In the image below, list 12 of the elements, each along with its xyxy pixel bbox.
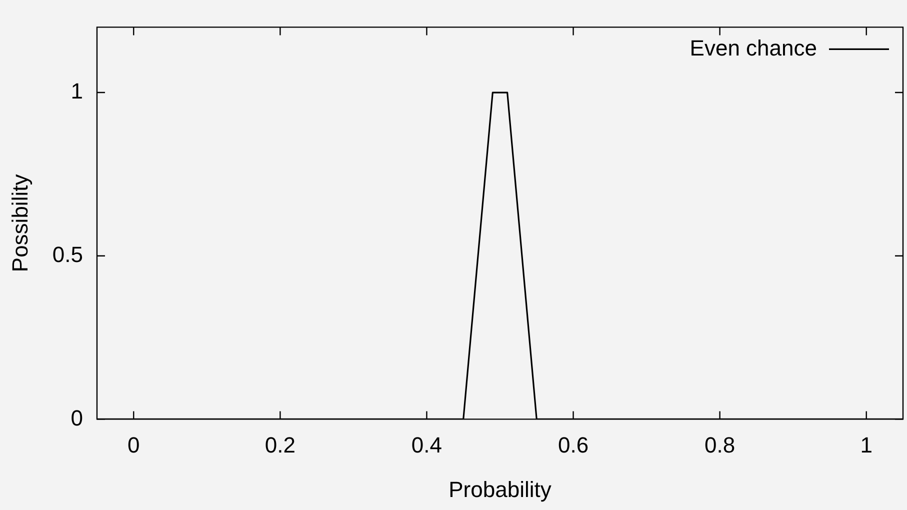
y-axis-title: Possibility [7, 174, 32, 272]
legend-label: Even chance [690, 35, 817, 60]
x-tick-label: 1 [860, 432, 872, 458]
x-tick-label: 0.6 [558, 432, 589, 458]
x-tick-label: 0.8 [704, 432, 736, 458]
y-tick-label: 0 [70, 405, 83, 430]
x-tick-label: 0.4 [411, 432, 442, 458]
x-tick-label: 0.2 [264, 432, 296, 458]
x-axis-title: Probability [448, 476, 552, 502]
y-tick-label: 1 [70, 78, 83, 104]
x-tick-label: 0 [127, 432, 140, 458]
y-tick-label: 0.5 [52, 242, 83, 267]
